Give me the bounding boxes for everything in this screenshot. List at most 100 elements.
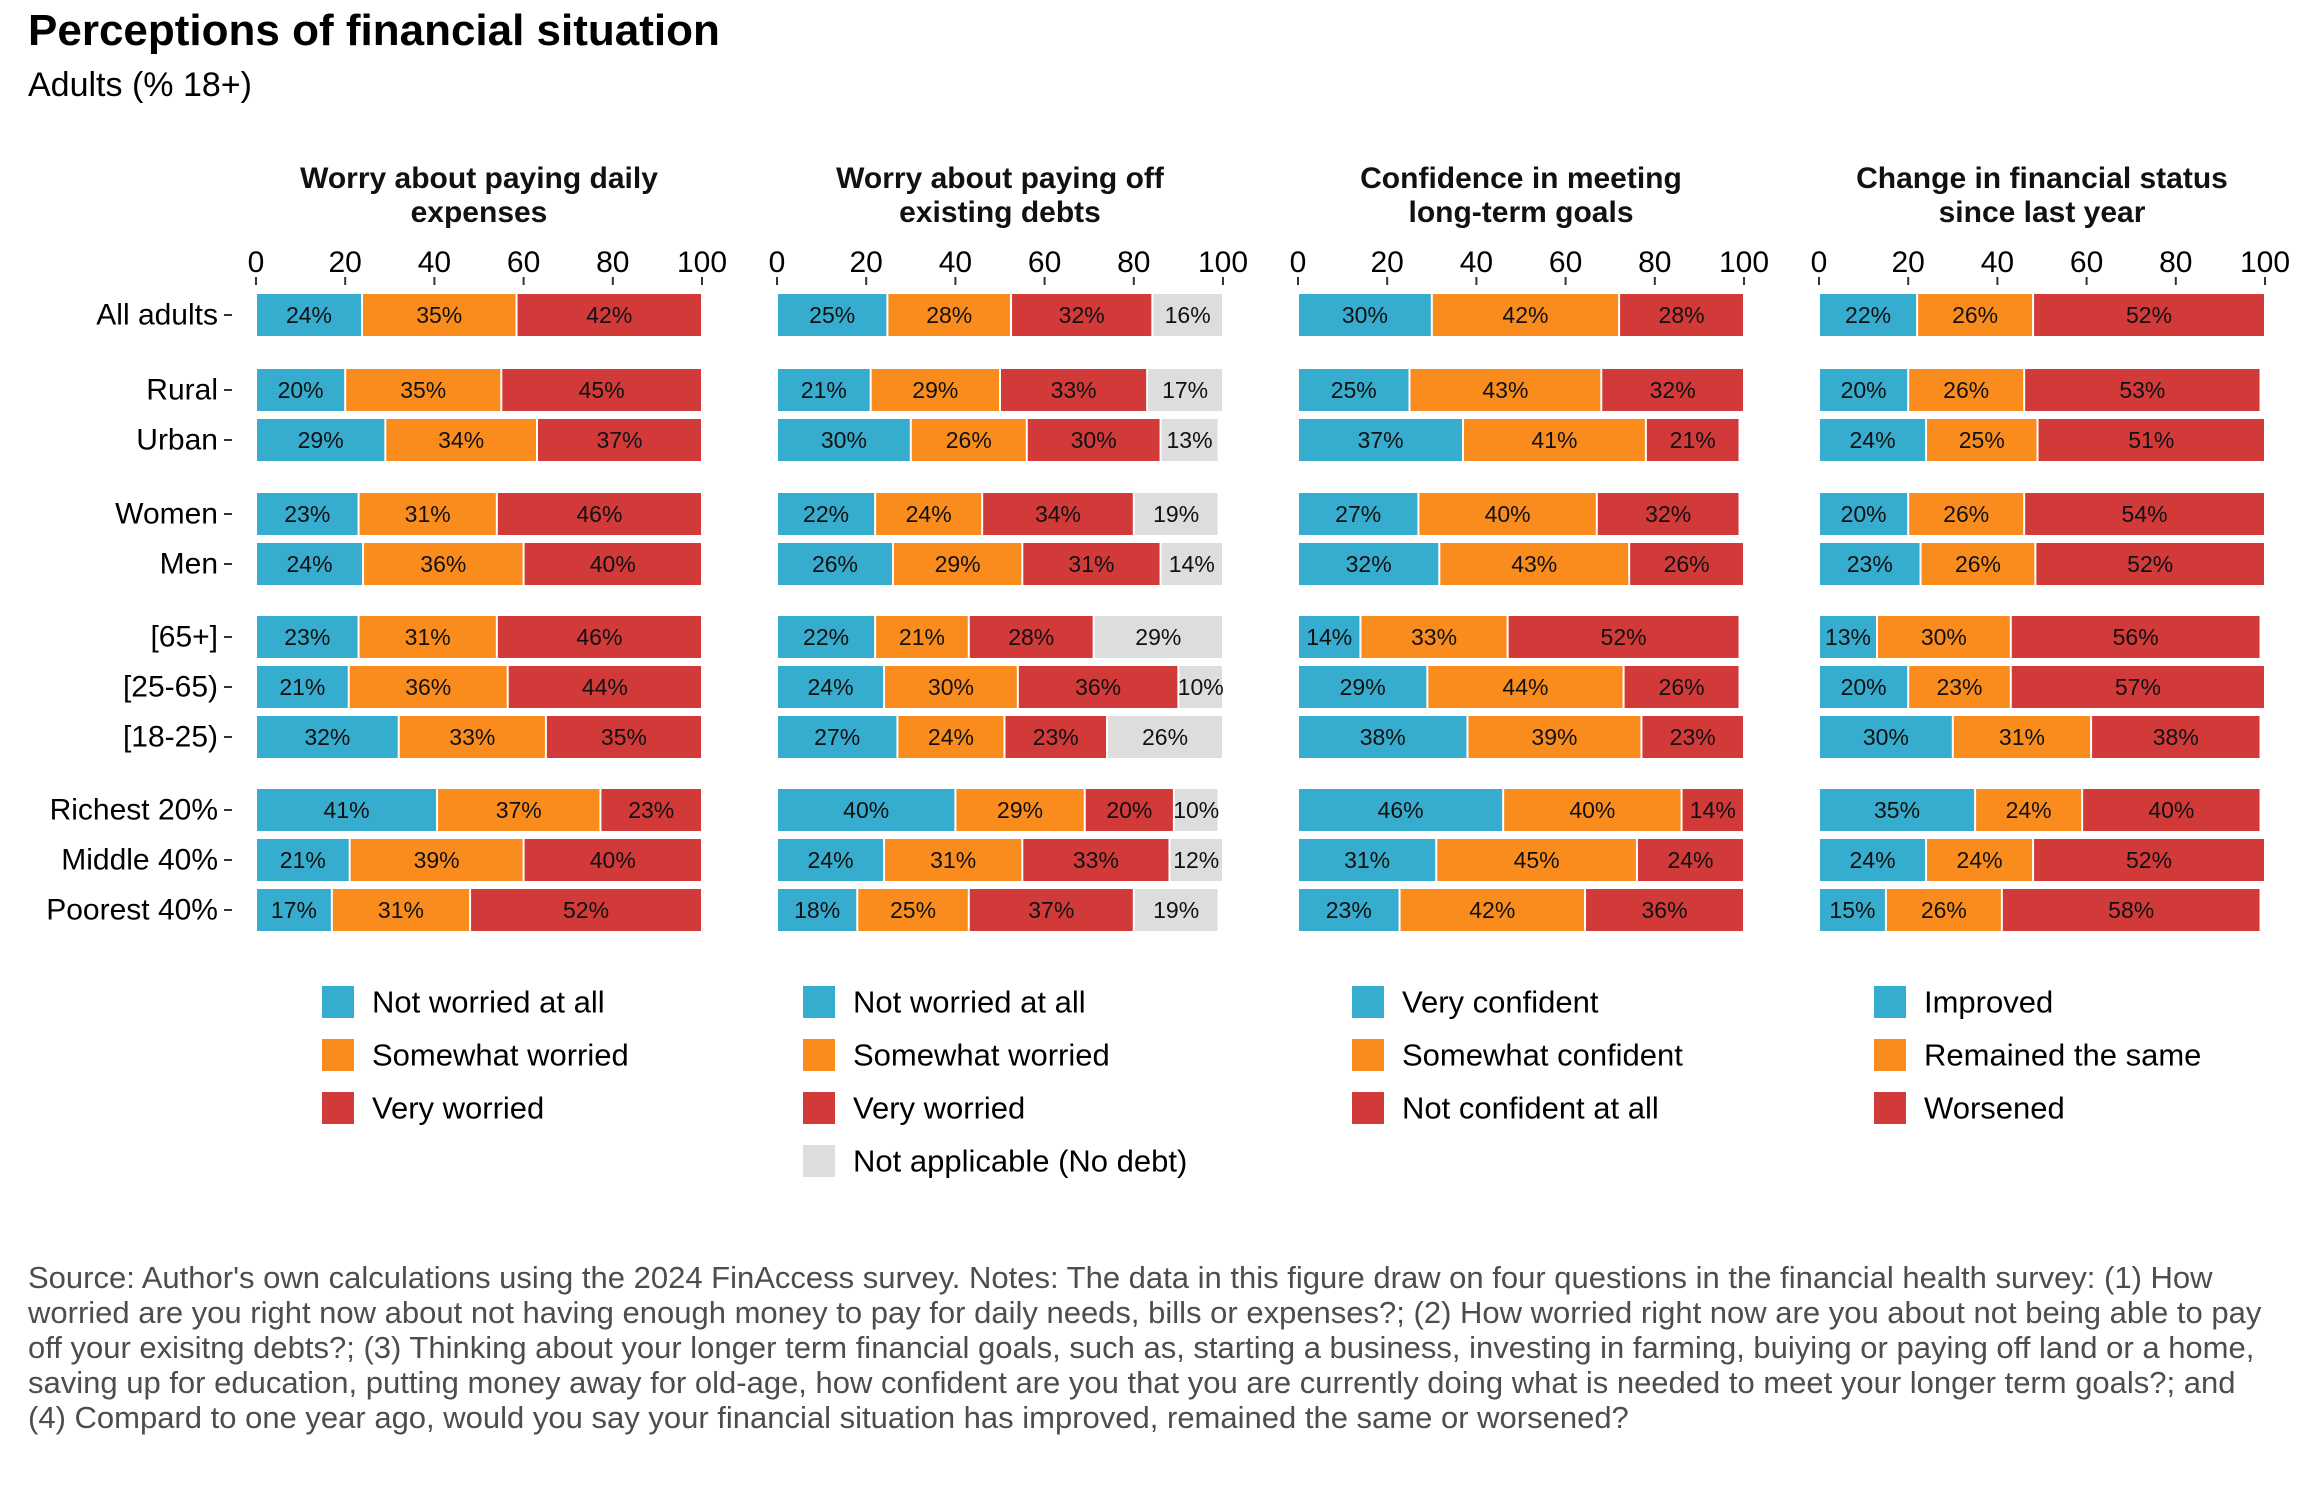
data-label: 38% [1360,724,1406,750]
x-tick-label: 100 [1719,246,1769,279]
data-label: 26% [1921,897,1967,923]
bar-not-worried-at-all [257,369,345,411]
data-label: 29% [1340,674,1386,700]
bar-very-confident [1299,839,1436,881]
x-tick-label: 0 [1290,246,1307,279]
data-label: 40% [1485,501,1531,527]
row-label-urban: Urban [136,424,218,457]
data-label: 35% [400,377,446,403]
data-label: 52% [2126,847,2172,873]
data-label: 38% [2153,724,2199,750]
data-label: 26% [1943,377,1989,403]
x-tick-label: 80 [2159,246,2192,279]
bar-improved [1820,543,1920,585]
bar-very-confident [1299,616,1360,658]
bar-very-worried [601,789,701,831]
data-label: 29% [298,427,344,453]
data-label: 33% [1411,624,1457,650]
bar-somewhat-worried [956,789,1084,831]
legend-label-improved: Improved [1924,985,2053,1020]
data-label: 31% [1068,551,1114,577]
data-label: 36% [1641,897,1687,923]
data-label: 14% [1690,797,1736,823]
data-label: 26% [1659,674,1705,700]
bar-somewhat-worried [876,493,982,535]
panel-title-line: since last year [1939,196,2146,229]
bar-not-worried-at-all [778,294,887,336]
data-label: 54% [2122,501,2168,527]
bar-somewhat-confident [1437,839,1636,881]
panel-title-line: Change in financial status [1856,162,2228,195]
legend-swatch [1874,1092,1906,1124]
bar-very-confident [1299,543,1439,585]
data-label: 36% [405,674,451,700]
bar-not-worried-at-all [778,666,884,708]
x-tick-label: 40 [1460,246,1493,279]
legend-label-somewhat-worried: Somewhat worried [853,1038,1110,1073]
row-label-richest-20: Richest 20% [50,794,218,827]
data-label: 24% [1849,847,1895,873]
bar-remained-the-same [1909,493,2024,535]
bar-somewhat-worried [332,889,470,931]
row-label-all-adults: All adults [96,299,218,332]
bar-somewhat-worried [350,839,523,881]
data-label: 24% [1957,847,2003,873]
bar-very-confident [1299,666,1427,708]
data-label: 40% [590,551,636,577]
bar-improved [1820,493,1908,535]
data-label: 16% [1165,302,1211,328]
bar-somewhat-confident [1432,294,1619,336]
x-tick-label: 60 [1028,246,1061,279]
bar-very-worried [471,889,701,931]
bar-not-confident-at-all [1637,839,1743,881]
bar-somewhat-confident [1400,889,1585,931]
data-label: 51% [2128,427,2174,453]
data-label: 27% [1335,501,1381,527]
data-label: 13% [1825,624,1871,650]
x-tick-label: 40 [939,246,972,279]
row-label-poorest-40: Poorest 40% [46,894,218,927]
bar-not-worried-at-all [257,839,349,881]
panel-title-line: existing debts [899,196,1101,229]
bar-somewhat-confident [1504,789,1681,831]
bar-somewhat-worried [885,839,1022,881]
data-label: 26% [1142,724,1188,750]
bar-not-confident-at-all [1620,294,1743,336]
bar-very-worried [1018,666,1178,708]
bar-improved [1820,789,1975,831]
x-tick-label: 40 [418,246,451,279]
panel-title-line: expenses [411,196,548,229]
bar-very-worried [537,419,701,461]
bar-not-applicable-no-debt [1148,369,1222,411]
bar-remained-the-same [1909,666,2010,708]
bar-not-worried-at-all [257,889,331,931]
bar-remained-the-same [1877,616,2010,658]
bar-worsened [2092,716,2260,758]
x-tick-label: 80 [596,246,629,279]
data-label: 30% [928,674,974,700]
bar-very-worried [497,616,701,658]
panel-title-line: long-term goals [1408,196,1633,229]
data-label: 52% [1601,624,1647,650]
data-label: 32% [1650,377,1696,403]
data-label: 26% [1955,551,2001,577]
data-label: 24% [286,302,332,328]
data-label: 40% [843,797,889,823]
data-label: 23% [284,624,330,650]
legend-swatch [1352,986,1384,1018]
data-label: 20% [1841,674,1887,700]
bar-not-applicable-no-debt [1174,789,1218,831]
legend-label-very-worried: Very worried [853,1091,1025,1126]
bar-somewhat-worried [888,294,1011,336]
x-tick-label: 0 [1811,246,1828,279]
bar-somewhat-worried [349,666,507,708]
bar-somewhat-worried [359,493,496,535]
x-tick-label: 100 [1198,246,1248,279]
bar-not-applicable-no-debt [1153,294,1222,336]
bar-remained-the-same [1927,839,2033,881]
data-label: 53% [2119,377,2165,403]
data-label: 12% [1173,847,1219,873]
data-label: 23% [1670,724,1716,750]
data-label: 40% [2148,797,2194,823]
row-label-middle-40: Middle 40% [61,844,218,877]
